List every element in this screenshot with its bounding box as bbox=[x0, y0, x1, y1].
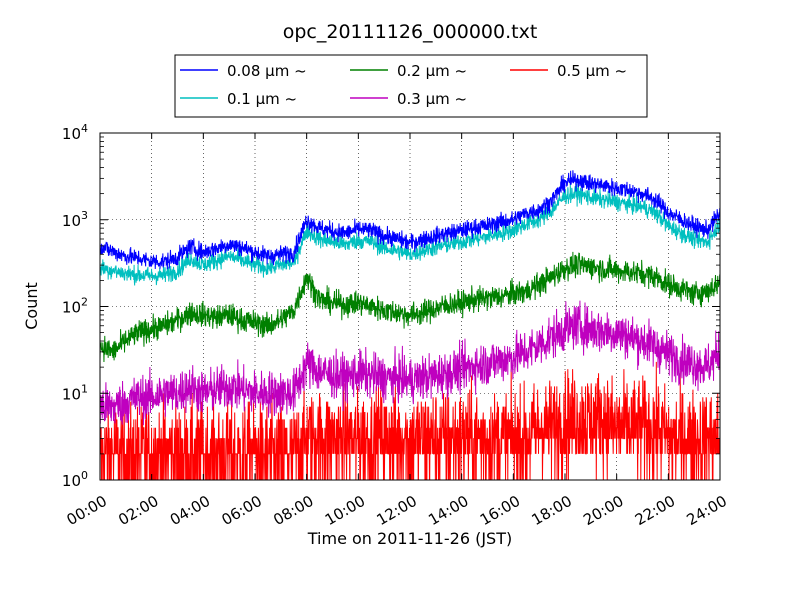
series-line-1 bbox=[99, 183, 721, 286]
chart-title: opc_20111126_000000.txt bbox=[283, 21, 538, 43]
legend-label-0: 0.08 μm ~ bbox=[227, 62, 307, 80]
legend-label-4: 0.5 μm ~ bbox=[557, 62, 627, 80]
y-tick-label: 100 bbox=[62, 469, 88, 490]
y-tick-label: 102 bbox=[62, 296, 88, 317]
legend-box bbox=[174, 54, 648, 118]
legend-items: 0.08 μm ~ 0.1 μm ~ 0.2 μm ~ 0.3 μm ~ 0.5 μm … bbox=[180, 62, 627, 108]
y-axis-label: Count bbox=[22, 282, 41, 330]
y-tick-label: 101 bbox=[62, 382, 88, 403]
legend-label-2: 0.2 μm ~ bbox=[397, 62, 467, 80]
legend: 0.08 μm ~ 0.1 μm ~ 0.2 μm ~ 0.3 μm ~ 0.5 μm … bbox=[174, 54, 648, 118]
legend-label-3: 0.3 μm ~ bbox=[397, 90, 467, 108]
series-line-0 bbox=[99, 170, 721, 270]
series-layer bbox=[99, 170, 721, 481]
x-axis-label: Time on 2011-11-26 (JST) bbox=[307, 529, 512, 548]
grid-layer bbox=[100, 133, 720, 480]
y-tick-label: 104 bbox=[62, 122, 88, 143]
legend-label-1: 0.1 μm ~ bbox=[227, 90, 297, 108]
y-tick-label: 103 bbox=[62, 209, 88, 230]
series-line-3 bbox=[99, 300, 721, 426]
series-line-4 bbox=[99, 361, 721, 481]
series-line-2 bbox=[99, 251, 721, 362]
